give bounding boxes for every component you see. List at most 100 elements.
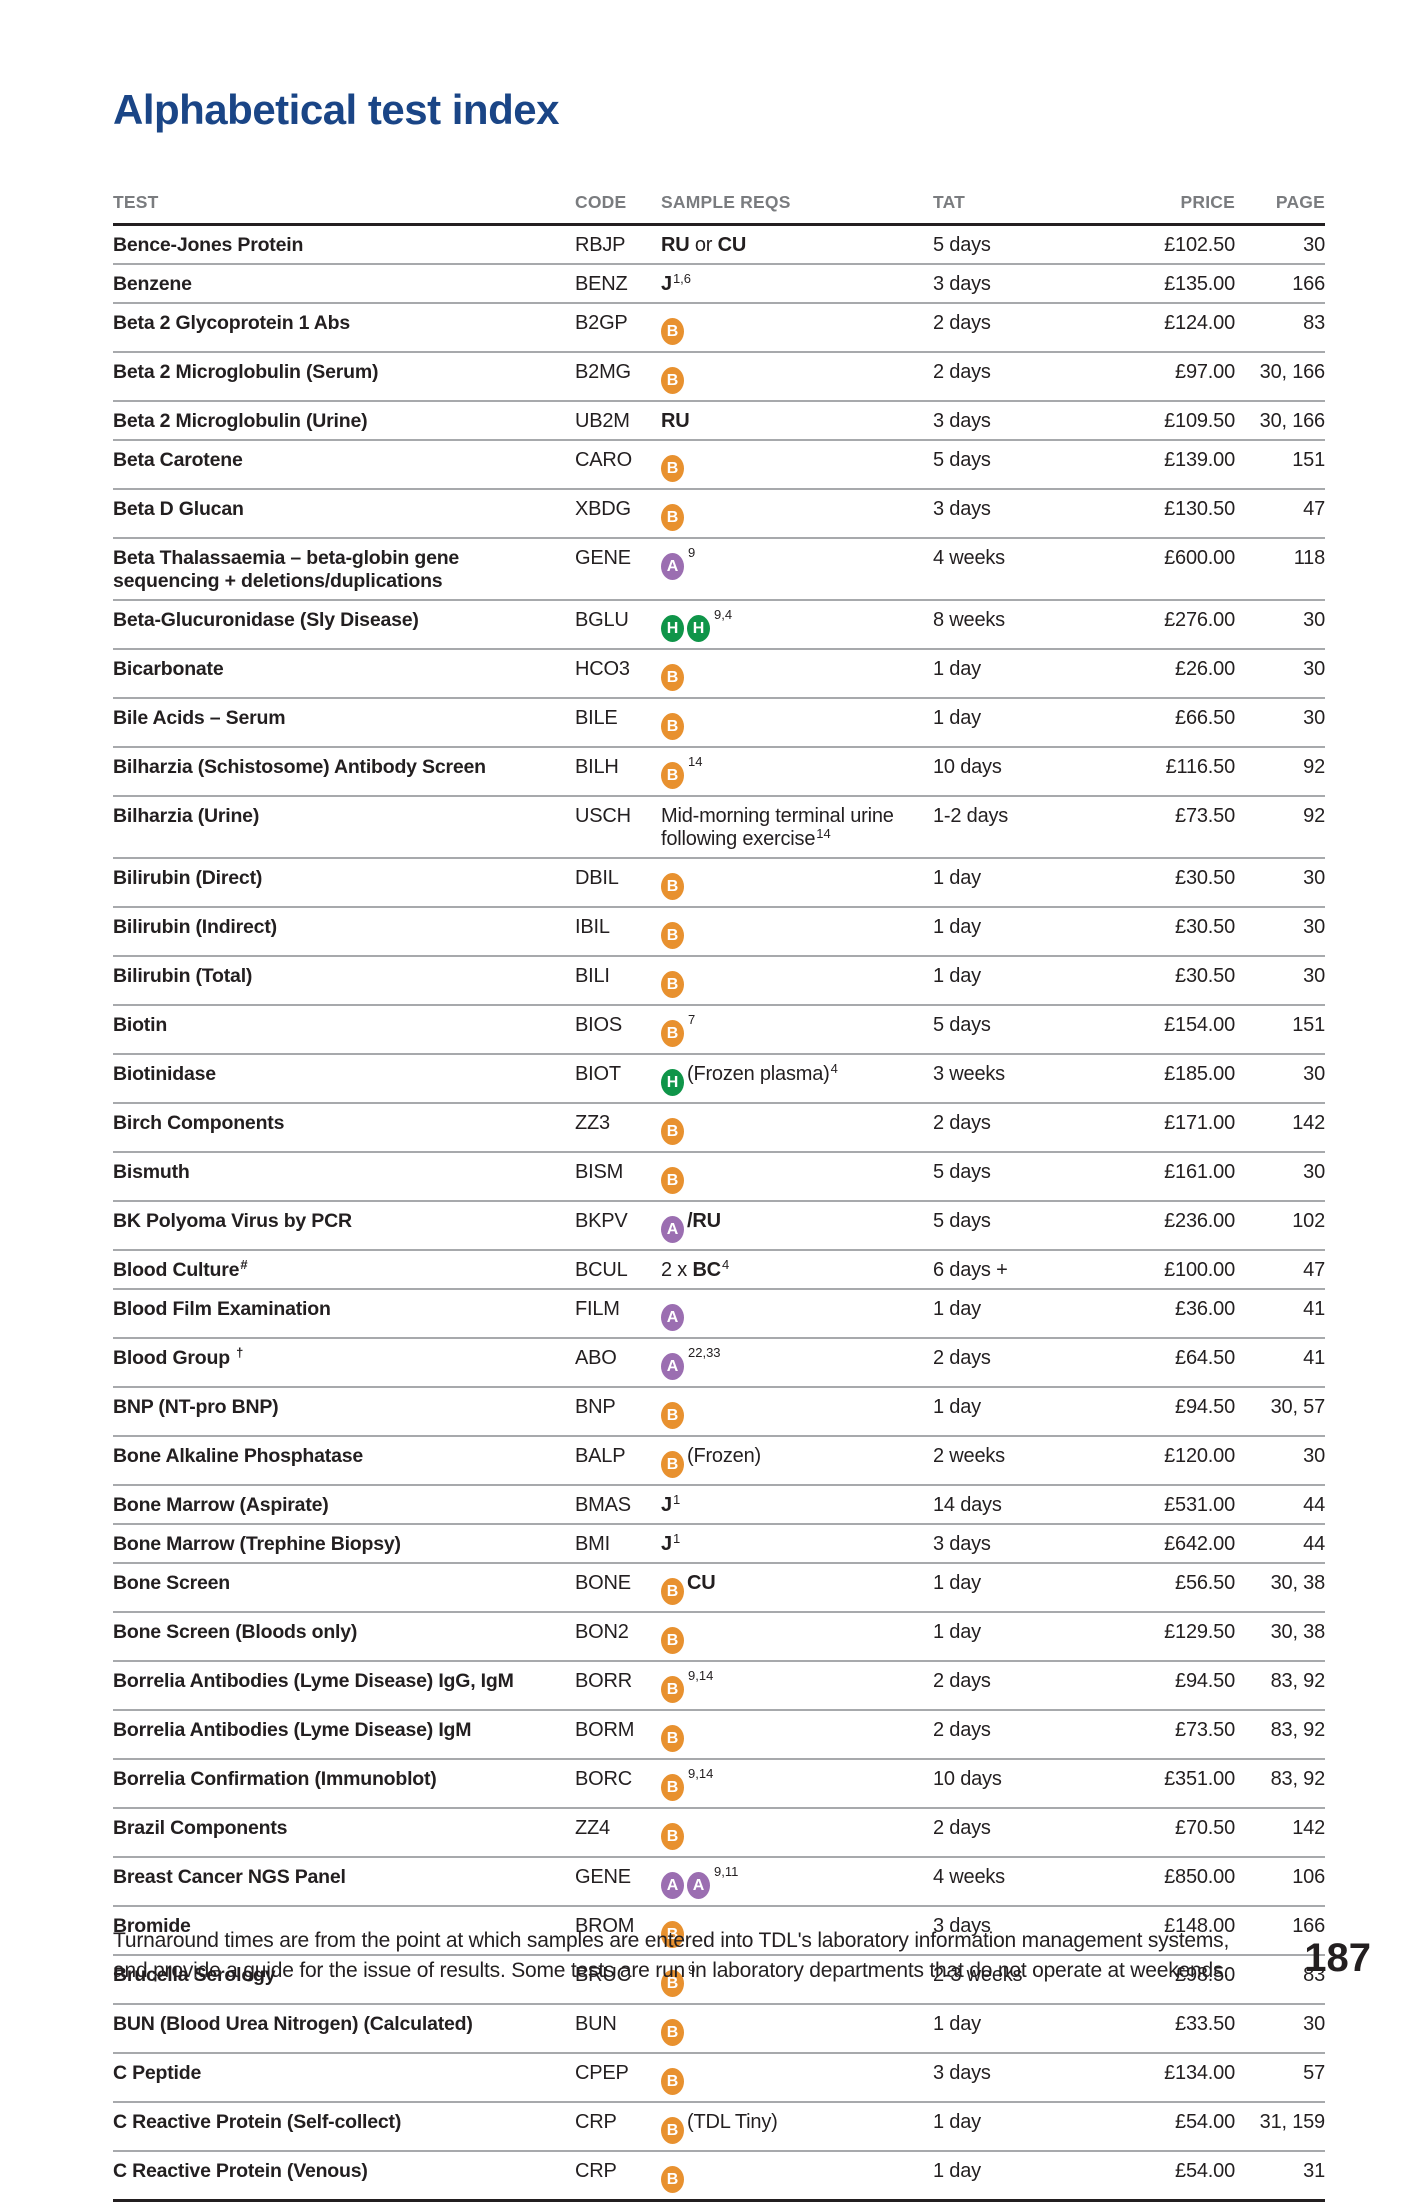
sample-badge-b-icon: B — [661, 2019, 684, 2046]
price-cell: £73.50 — [1123, 1709, 1235, 1759]
test-name-cell: Bilirubin (Direct) — [113, 857, 575, 907]
tat-cell: 1 day — [933, 1386, 1123, 1436]
sample-badge-b-icon: B — [661, 504, 684, 531]
page-title: Alphabetical test index — [113, 86, 559, 133]
price-cell: £236.00 — [1123, 1200, 1235, 1250]
price-cell: £351.00 — [1123, 1758, 1235, 1808]
test-name-cell: Brucella Serology — [113, 1954, 575, 2004]
column-header-tat: TAT — [933, 192, 1123, 226]
price-cell: £64.50 — [1123, 1337, 1235, 1387]
test-name-cell: Bromide — [113, 1905, 575, 1955]
price-cell: £124.00 — [1123, 302, 1235, 352]
table-row: Bone Screen BONE B CU 1 day £56.50 30, 38 — [113, 1562, 1325, 1612]
price-cell: £26.00 — [1123, 648, 1235, 698]
price-cell: £70.50 — [1123, 1807, 1235, 1857]
test-code-cell: USCH — [575, 795, 661, 858]
sample-reqs-cell: B — [661, 1102, 933, 1152]
tat-cell: 14 days — [933, 1484, 1123, 1524]
table-row: Bile Acids – Serum BILE B 1 day £66.50 30 — [113, 697, 1325, 747]
sample-reqs-cell: B — [661, 351, 933, 401]
tat-cell: 3 days — [933, 1905, 1123, 1955]
sample-badge-b-icon: B — [661, 455, 684, 482]
sample-badge-b-icon: B — [661, 873, 684, 900]
test-code-cell: BIOS — [575, 1004, 661, 1054]
table-row: Borrelia Antibodies (Lyme Disease) IgM BO… — [113, 1709, 1325, 1759]
test-name-cell: Beta-Glucuronidase (Sly Disease) — [113, 599, 575, 649]
test-name-cell: Biotin — [113, 1004, 575, 1054]
page-ref-cell: 151 — [1235, 1004, 1325, 1054]
sample-reqs-cell: B — [661, 857, 933, 907]
sample-reqs-cell: A22,33 — [661, 1337, 933, 1387]
test-code-cell: BKPV — [575, 1200, 661, 1250]
tat-cell: 2 days — [933, 1807, 1123, 1857]
sample-badge-b-icon: B — [661, 1823, 684, 1850]
price-cell: £30.50 — [1123, 955, 1235, 1005]
test-name-cell: Beta 2 Microglobulin (Serum) — [113, 351, 575, 401]
test-name-cell: C Reactive Protein (Self-collect) — [113, 2101, 575, 2151]
table-row: BNP (NT-pro BNP) BNP B 1 day £94.50 30, 57 — [113, 1386, 1325, 1436]
test-code-cell: BILI — [575, 955, 661, 1005]
test-name-cell: Birch Components — [113, 1102, 575, 1152]
tat-cell: 2 days — [933, 1337, 1123, 1387]
sample-reqs-cell: B — [661, 1611, 933, 1661]
page-ref-cell: 30 — [1235, 1053, 1325, 1103]
test-code-cell: B2MG — [575, 351, 661, 401]
price-cell: £116.50 — [1123, 746, 1235, 796]
tat-cell: 5 days — [933, 234, 991, 256]
tat-cell: 8 weeks — [933, 599, 1123, 649]
table-row: Bone Marrow (Aspirate) BMAS J1 14 days £531.… — [113, 1484, 1325, 1524]
table-row: Blood Film Examination FILM A 1 day £36.00 41 — [113, 1288, 1325, 1338]
page-ref-cell: 47 — [1235, 488, 1325, 538]
test-name-cell: Blood Culture# — [113, 1249, 575, 1289]
sample-reqs-cell: B — [661, 302, 933, 352]
test-name-cell: Borrelia Antibodies (Lyme Disease) IgG, … — [113, 1660, 575, 1710]
tat-cell: 4 weeks — [933, 537, 1123, 600]
sample-badge-b-icon: B — [661, 1774, 684, 1801]
test-name-cell: Bone Marrow (Aspirate) — [113, 1484, 575, 1524]
sample-badge-b-icon: B — [661, 1020, 684, 1047]
price-cell: £97.00 — [1123, 351, 1235, 401]
sample-badge-b-icon: B — [661, 1167, 684, 1194]
sample-badge-b-icon: B — [661, 1676, 684, 1703]
table-row: Borrelia Confirmation (Immunoblot) BORC B9… — [113, 1758, 1325, 1808]
table-row: BUN (Blood Urea Nitrogen) (Calculated) BU… — [113, 2003, 1325, 2053]
test-code-cell: BIOT — [575, 1053, 661, 1103]
price-cell: £120.00 — [1123, 1435, 1235, 1485]
page-ref-cell: 30 — [1235, 1435, 1325, 1485]
page-ref-cell: 30, 166 — [1235, 351, 1325, 401]
test-code-cell: CARO — [575, 439, 661, 489]
test-name-cell: Bone Screen (Bloods only) — [113, 1611, 575, 1661]
sample-badge-b-icon: B — [661, 2166, 684, 2193]
tat-cell: 10 days — [933, 746, 1123, 796]
test-name-cell: BNP (NT-pro BNP) — [113, 1386, 575, 1436]
table-row: Beta-Glucuronidase (Sly Disease) BGLU H H9,… — [113, 599, 1325, 649]
tat-cell: 1 day — [933, 1288, 1123, 1338]
test-name-cell: Borrelia Antibodies (Lyme Disease) IgM — [113, 1709, 575, 1759]
sample-reqs-cell: Mid-morning terminal urine following exe… — [661, 795, 933, 858]
test-code-cell: BORM — [575, 1709, 661, 1759]
price-cell: £276.00 — [1123, 599, 1235, 649]
sample-reqs-cell: 2 x BC4 — [661, 1249, 933, 1289]
sample-reqs-cell: B — [661, 2003, 933, 2053]
sample-badge-h-icon: H — [687, 615, 710, 642]
test-code-cell: BCUL — [575, 1249, 661, 1289]
test-code-cell: CPEP — [575, 2052, 661, 2102]
tat-cell: 2 days — [933, 302, 1123, 352]
test-code-cell: BROM — [575, 1905, 661, 1955]
page-ref-cell: 44 — [1235, 1523, 1325, 1563]
price-cell: £73.50 — [1123, 795, 1235, 858]
price-cell: £102.50 — [1164, 234, 1235, 256]
table-row: Bilirubin (Total) BILI B 1 day £30.50 30 — [113, 955, 1325, 1005]
table-row: Breast Cancer NGS Panel GENE A A9,11 4 weeks… — [113, 1856, 1325, 1906]
tat-cell: 2 weeks — [933, 1435, 1123, 1485]
tat-cell: 1 day — [933, 648, 1123, 698]
test-name-cell: Bone Screen — [113, 1562, 575, 1612]
sample-badge-b-icon: B — [661, 367, 684, 394]
test-name-cell: Borrelia Confirmation (Immunoblot) — [113, 1758, 575, 1808]
page-ref-cell: 30, 38 — [1235, 1562, 1325, 1612]
tat-cell: 4 weeks — [933, 1856, 1123, 1906]
tat-cell: 3 days — [933, 488, 1123, 538]
tat-cell: 5 days — [933, 1200, 1123, 1250]
table-row: Borrelia Antibodies (Lyme Disease) IgG, … — [113, 1660, 1325, 1710]
test-name-cell: Bilharzia (Urine) — [113, 795, 575, 858]
